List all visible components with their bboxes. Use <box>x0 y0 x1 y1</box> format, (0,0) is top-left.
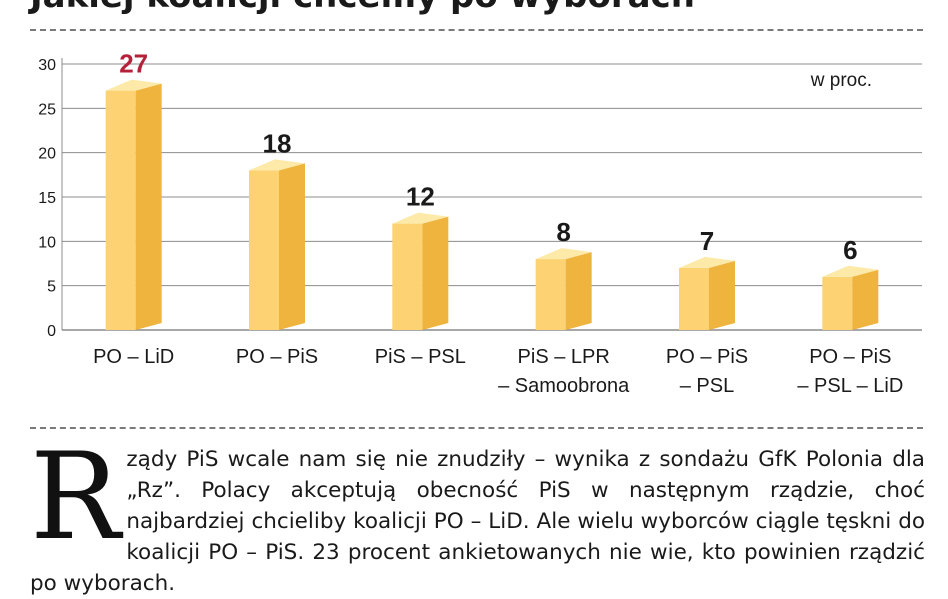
bar: 8 <box>535 217 592 330</box>
y-tick-label: 20 <box>38 146 56 163</box>
y-tick-label: 30 <box>38 57 56 74</box>
bar-top <box>105 79 162 91</box>
category-label: PiS – LPR <box>518 346 610 368</box>
chart-grid <box>61 58 922 331</box>
y-tick-label: 10 <box>38 234 56 251</box>
article-text: ządy PiS wcale nam się nie znudziły – wy… <box>30 447 925 596</box>
bar-side <box>852 269 879 330</box>
bar-side <box>279 163 305 330</box>
bar-front <box>535 259 566 330</box>
category-label: PO – PiS <box>809 346 891 368</box>
category-label: PiS – PSL <box>375 346 466 368</box>
category-label: – PSL <box>680 375 734 397</box>
bar-top <box>249 159 305 171</box>
bar: 12 <box>392 182 449 330</box>
bar-top <box>822 265 879 277</box>
unit-label: w proc. <box>810 70 872 91</box>
y-axis-ticks: 0 5 10 15 20 25 30 <box>38 57 56 340</box>
data-label: 12 <box>406 182 435 212</box>
bar-front <box>679 267 709 330</box>
article: R ządy PiS wcale nam się nie znudziły – … <box>30 428 925 599</box>
bar-top <box>679 256 735 268</box>
data-label: 8 <box>556 217 570 247</box>
data-label: 7 <box>700 226 714 256</box>
chart-title: Jakiej koalicji chcemy po wyborach <box>30 0 695 16</box>
bottom-divider <box>30 427 923 429</box>
bar-front <box>392 223 423 330</box>
bar: 7 <box>679 226 735 330</box>
category-label: – Samoobrona <box>498 375 630 397</box>
y-tick-label: 25 <box>38 101 56 118</box>
bar-front <box>249 170 279 330</box>
top-divider <box>30 29 923 31</box>
y-tick-label: 5 <box>47 279 56 296</box>
y-tick-label: 0 <box>47 323 56 340</box>
bar-side <box>565 252 592 330</box>
bar-side <box>422 216 449 330</box>
data-label: 27 <box>119 49 148 79</box>
bar-top <box>535 248 592 260</box>
chart-bars: 27 18 12 8 7 6 <box>105 49 879 330</box>
data-label: 6 <box>843 235 857 265</box>
bar: 6 <box>822 235 879 330</box>
x-axis-labels: PO – LiD PO – PiS PiS – PSL PiS – LPR – Samo… <box>93 346 903 397</box>
bar-front <box>822 276 853 330</box>
category-label: – PSL – LiD <box>797 375 903 397</box>
bar: 27 <box>105 49 162 330</box>
y-tick-label: 15 <box>38 190 56 207</box>
bar: 18 <box>249 128 305 330</box>
category-label: PO – PiS <box>236 346 318 368</box>
bar-top <box>392 212 449 224</box>
bar-side <box>709 260 735 330</box>
data-label: 18 <box>263 128 292 158</box>
bar-front <box>105 90 136 330</box>
category-label: PO – LiD <box>93 346 174 368</box>
bar-side <box>135 83 162 330</box>
category-label: PO – PiS <box>666 346 748 368</box>
drop-cap: R <box>30 428 121 567</box>
